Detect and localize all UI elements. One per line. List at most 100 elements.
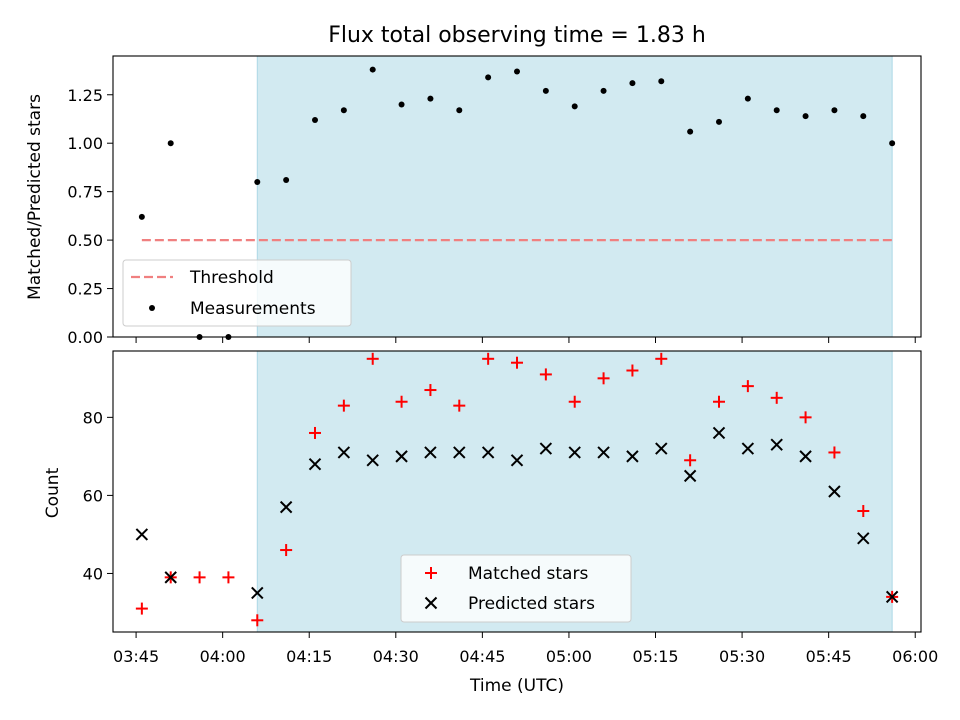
predicted-star-point	[539, 442, 553, 455]
bottom-y-tick-label: 80	[83, 408, 103, 427]
bottom-legend: Matched stars Predicted stars	[400, 554, 632, 623]
matched-star-point	[309, 426, 321, 439]
predicted-star-point	[135, 528, 149, 541]
measurement-point	[485, 74, 492, 81]
cross-stroke	[539, 442, 553, 455]
measurement-point	[138, 213, 145, 220]
predicted-star-point	[481, 446, 495, 459]
cross-stroke	[712, 426, 726, 440]
x-tick-label: 04:45	[459, 647, 505, 666]
matched-star-point	[482, 352, 495, 365]
cross-stroke	[453, 446, 466, 459]
x-tick-label: 04:15	[286, 647, 332, 666]
measurement-point	[542, 87, 549, 94]
bottom-y-axis-label: Count	[43, 467, 63, 518]
predicted-star-point	[568, 446, 581, 459]
predicted-star-point	[683, 469, 697, 483]
measurement-point	[802, 113, 809, 120]
predicted-star-point	[770, 438, 783, 451]
x-tick-label: 05:00	[546, 647, 592, 666]
matched-star-point	[713, 395, 725, 408]
cross-stroke	[568, 446, 581, 459]
matched-star-point	[828, 446, 841, 459]
measurement-point	[716, 118, 722, 125]
x-axis-label: Time (UTC)	[469, 676, 564, 696]
top-y-tick-label: 0.00	[67, 328, 103, 347]
predicted-star-point	[279, 500, 293, 514]
matched-legend-label: Matched stars	[468, 564, 588, 584]
predicted-star-point	[799, 450, 812, 463]
predicted-star-point	[251, 586, 264, 600]
cross-stroke	[655, 442, 668, 455]
x-tick-label: 04:00	[200, 647, 246, 666]
matched-star-point	[337, 399, 350, 412]
measurement-point	[658, 78, 665, 85]
cross-stroke	[279, 500, 293, 514]
top-y-tick-label: 0.75	[67, 183, 103, 202]
measurement-point	[687, 128, 694, 135]
cross-stroke	[135, 528, 149, 541]
bottom-y-tick-label: 40	[83, 564, 103, 583]
matched-star-point	[655, 352, 668, 365]
measurement-point	[860, 113, 867, 120]
cross-stroke	[828, 485, 841, 498]
top-legend: Threshold Measurements	[122, 259, 352, 327]
cross-stroke	[626, 450, 639, 463]
measurements-legend-label: Measurements	[190, 299, 316, 319]
predicted-star-point	[828, 485, 841, 498]
predicted-star-point	[424, 446, 437, 459]
measurement-point	[167, 140, 174, 147]
cross-stroke	[799, 450, 812, 463]
measurement-point	[831, 107, 838, 114]
cross-stroke	[337, 446, 351, 459]
measurement-point	[629, 80, 636, 87]
cross-stroke	[510, 454, 524, 467]
measurement-point	[773, 107, 780, 114]
predicted-star-point	[597, 446, 610, 459]
matched-star-point	[857, 505, 870, 518]
matched-star-point	[280, 544, 293, 557]
measurement-point	[427, 95, 434, 102]
cross-stroke	[308, 457, 322, 471]
predicted-star-point	[308, 457, 322, 471]
measurement-point	[600, 87, 607, 94]
bottom-legend-box	[400, 554, 632, 623]
cross-stroke	[395, 450, 408, 463]
predicted-legend-swatch	[424, 596, 438, 610]
top-y-tick-label: 1.00	[67, 134, 103, 153]
cross-stroke	[164, 571, 177, 584]
matched-legend-swatch	[425, 567, 437, 579]
matched-star-point	[424, 384, 437, 397]
x-tick-label: 06:00	[892, 647, 938, 666]
measurement-point	[254, 178, 261, 185]
matched-star-point	[539, 368, 552, 381]
measurement-point	[283, 177, 290, 184]
measurement-point	[340, 107, 347, 114]
top-legend-box	[122, 259, 352, 327]
top-panel: 0.00 0.25 0.50 0.75 1.00 1.25 Threshold Measure…	[67, 55, 922, 347]
predicted-star-point	[337, 446, 351, 459]
observing-window-span	[256, 55, 893, 338]
top-y-tick-label: 0.25	[67, 280, 103, 299]
measurement-point	[571, 103, 578, 110]
matched-star-point	[568, 395, 581, 408]
matched-star-point	[511, 356, 523, 369]
matched-star-point	[135, 602, 148, 615]
matched-star-point	[193, 571, 206, 584]
matched-star-point	[597, 372, 610, 385]
matched-star-point	[453, 399, 466, 412]
matched-star-point	[741, 380, 754, 393]
x-tick-label: 05:15	[632, 647, 678, 666]
measurement-point	[514, 68, 520, 75]
measurement-point	[369, 66, 376, 73]
predicted-star-point	[164, 571, 177, 584]
measurement-point	[312, 116, 318, 123]
top-y-tick-label: 1.25	[67, 86, 103, 105]
matched-star-point	[684, 454, 697, 467]
x-tick-label: 05:45	[806, 647, 852, 666]
cross-stroke	[741, 442, 755, 455]
predicted-legend-label: Predicted stars	[468, 594, 595, 614]
measurement-point	[398, 101, 405, 108]
cross-stroke	[424, 446, 437, 459]
